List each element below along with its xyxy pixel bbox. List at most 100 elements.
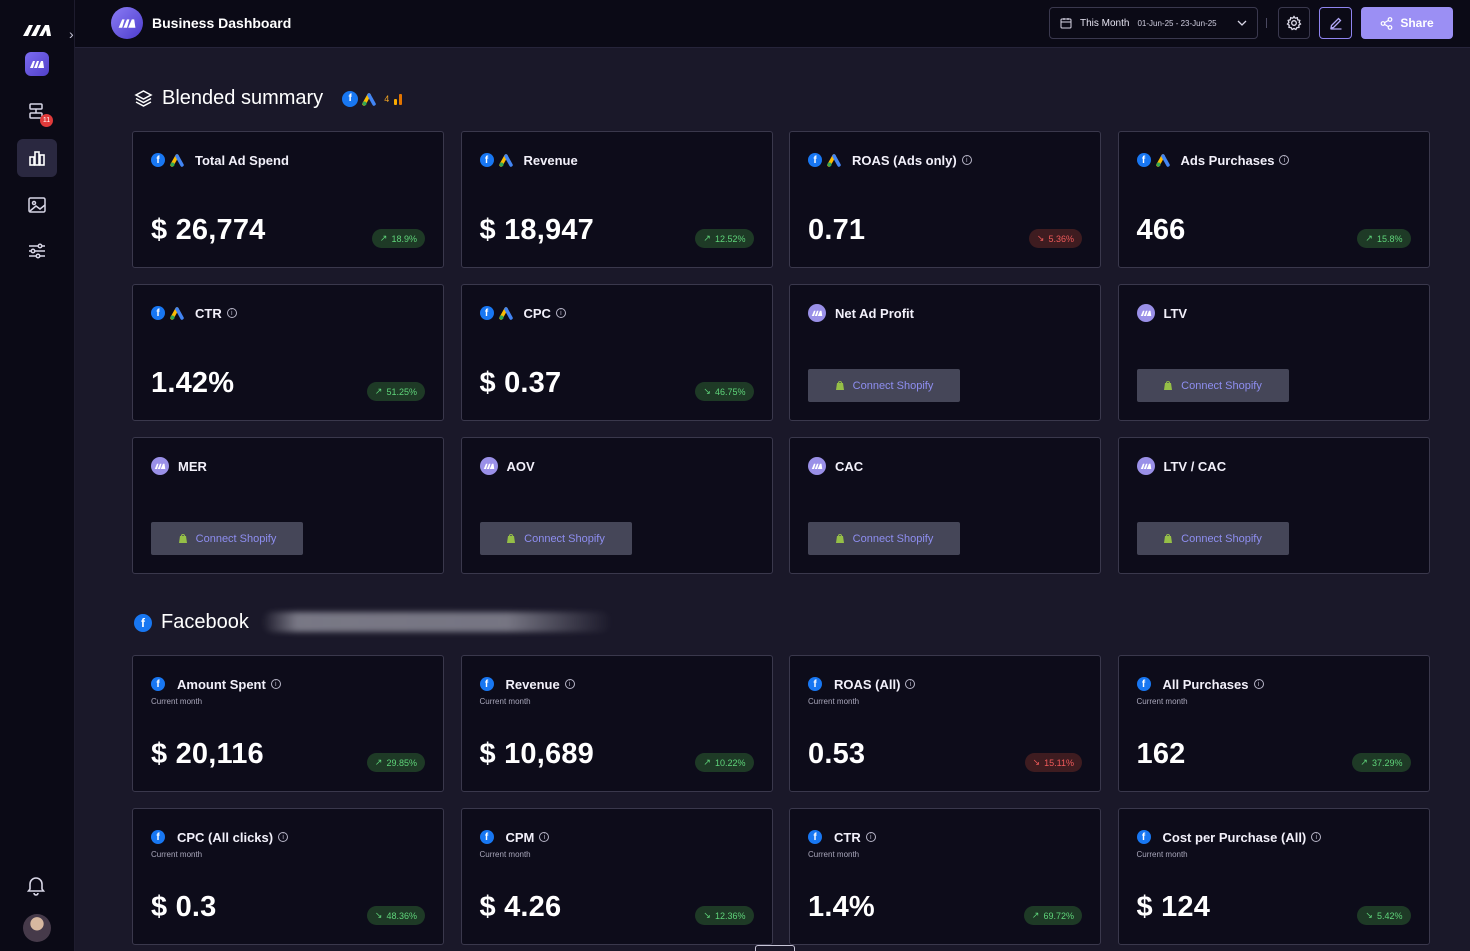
trend-up-icon: ↗ [703,233,711,243]
card-subtitle: Current month [479,697,531,706]
card-title: CPC (All clicks) [177,829,274,845]
user-avatar[interactable] [23,914,51,942]
info-icon[interactable]: i [539,832,550,842]
shopify-icon [1164,381,1173,390]
facebook-heading: f Facebook [134,611,249,634]
connect-shopify-button[interactable]: Connect Shopify [1136,522,1289,555]
metric-card-fb-cpc[interactable]: f CPC (All clicks) i Current month $ 0.3 ↘… [132,808,444,945]
date-preset-label: This Month [1080,17,1130,29]
image-icon [28,197,46,213]
edit-button[interactable] [1319,7,1352,39]
sidebar-item-dashboard[interactable] [17,139,57,177]
notification-badge: 11 [40,114,53,127]
card-title: Ads Purchases [1180,152,1275,168]
info-icon[interactable]: i [865,832,876,842]
card-value: 162 [1136,738,1186,770]
metric-card-roas[interactable]: f ROAS (Ads only) i 0.71 ↘ 5.36% [789,131,1101,268]
metric-card-cac[interactable]: CAC Connect Shopify [789,437,1101,574]
card-subtitle: Current month [479,850,531,859]
metric-card-all-purchases[interactable]: f All Purchases i Current month 162 ↗ 37.29… [1117,655,1430,792]
info-icon[interactable]: i [555,308,566,318]
metric-card-net-ad-profit[interactable]: Net Ad Profit Connect Shopify [789,284,1101,421]
trend-up-icon: ↗ [374,386,383,396]
scroll-handle[interactable] [755,945,795,951]
facebook-icon: f [479,830,494,844]
card-title: CTR [195,305,222,321]
change-badge: ↗ 29.85% [366,753,425,772]
page-title: Business Dashboard [152,15,292,31]
workspace-logo-icon[interactable] [25,52,49,76]
brand-icon [808,457,826,475]
trend-down-icon: ↘ [1365,910,1373,920]
metric-card-fb-revenue[interactable]: f Revenue i Current month $ 10,689 ↗ 10.22% [460,655,773,792]
facebook-icon: f [151,153,165,167]
metric-card-fb-roas[interactable]: f ROAS (All) i Current month 0.53 ↘ 15.11% [789,655,1101,792]
info-icon[interactable]: i [564,679,575,689]
change-badge: ↗ 51.25% [366,382,425,401]
metric-card-total-ad-spend[interactable]: f Total Ad Spend $ 26,774 ↗ 18.9% [132,131,444,268]
info-icon[interactable]: i [961,155,972,165]
card-title: Net Ad Profit [835,305,914,321]
bell-icon[interactable] [25,874,47,896]
google-ads-icon [170,307,184,320]
facebook-icon: f [1136,153,1151,167]
analytics-icon [394,93,403,105]
info-icon[interactable]: i [1253,679,1264,689]
sidebar-item-creatives[interactable] [17,186,57,224]
sidebar-item-settings[interactable] [17,232,57,270]
shopify-icon [1164,534,1173,543]
trend-up-icon: ↗ [379,233,388,243]
metric-card-aov[interactable]: AOV Connect Shopify [460,437,773,574]
trend-up-icon: ↗ [1365,233,1373,243]
connect-shopify-button[interactable]: Connect Shopify [479,522,632,555]
info-icon[interactable]: i [905,679,916,689]
metric-card-fb-ctr[interactable]: f CTR i Current month 1.4% ↗ 69.72% [789,808,1101,945]
info-icon[interactable]: i [226,308,237,318]
source-icons: f 4 [342,90,405,107]
metric-card-ctr[interactable]: f CTR i 1.42% ↗ 51.25% [132,284,444,421]
metric-card-ads-purchases[interactable]: f Ads Purchases i 466 ↗ 15.8% [1117,131,1430,268]
date-range-picker[interactable]: This Month 01-Jun-25 - 23-Jun-25 [1049,7,1258,39]
info-icon[interactable]: i [270,679,281,689]
share-button[interactable]: Share [1361,7,1453,39]
card-value: $ 20,116 [151,738,264,770]
layers-icon [134,90,153,107]
divider [1266,18,1267,28]
metric-card-ltv-cac[interactable]: LTV / CAC Connect Shopify [1117,437,1430,574]
card-title: All Purchases [1162,676,1249,692]
expand-sidebar-icon[interactable]: › [69,26,74,42]
settings-button[interactable] [1278,7,1310,39]
info-icon[interactable]: i [278,832,289,842]
info-icon[interactable]: i [1311,832,1322,842]
change-badge: ↗ 69.72% [1023,906,1082,925]
card-subtitle: Current month [808,697,860,706]
sidebar-item-workflows[interactable]: 11 [17,93,57,131]
calendar-icon [1060,18,1072,29]
metric-card-revenue[interactable]: f Revenue $ 18,947 ↗ 12.52% [460,131,773,268]
change-badge: ↘ 46.75% [695,382,754,401]
metric-card-cpc[interactable]: f CPC i $ 0.37 ↘ 46.75% [460,284,773,421]
shopify-icon [835,534,844,543]
facebook-icon: f [151,306,165,320]
metric-card-cpm[interactable]: f CPM i Current month $ 4.26 ↘ 12.36% [460,808,773,945]
change-badge: ↘ 48.36% [366,906,425,925]
info-icon[interactable]: i [1279,155,1290,165]
metric-card-ltv[interactable]: LTV Connect Shopify [1117,284,1430,421]
connect-shopify-button[interactable]: Connect Shopify [808,369,960,402]
facebook-icon: f [808,830,822,844]
connect-shopify-button[interactable]: Connect Shopify [808,522,960,555]
change-badge: ↗ 12.52% [695,229,754,248]
app-logo-icon[interactable] [22,22,52,38]
connect-shopify-button[interactable]: Connect Shopify [1136,369,1289,402]
card-value: $ 4.26 [479,891,562,923]
connect-shopify-button[interactable]: Connect Shopify [151,522,303,555]
metric-card-cost-per-purchase[interactable]: f Cost per Purchase (All) i Current month … [1117,808,1430,945]
metric-card-amount-spent[interactable]: f Amount Spent i Current month $ 20,116 ↗ 2… [132,655,444,792]
trend-down-icon: ↘ [703,910,711,920]
card-value: 0.53 [808,738,866,770]
facebook-icon: f [479,306,494,320]
google-ads-icon [362,92,376,106]
card-value: 466 [1136,214,1186,246]
card-title: MER [178,458,207,474]
metric-card-mer[interactable]: MER Connect Shopify [132,437,444,574]
